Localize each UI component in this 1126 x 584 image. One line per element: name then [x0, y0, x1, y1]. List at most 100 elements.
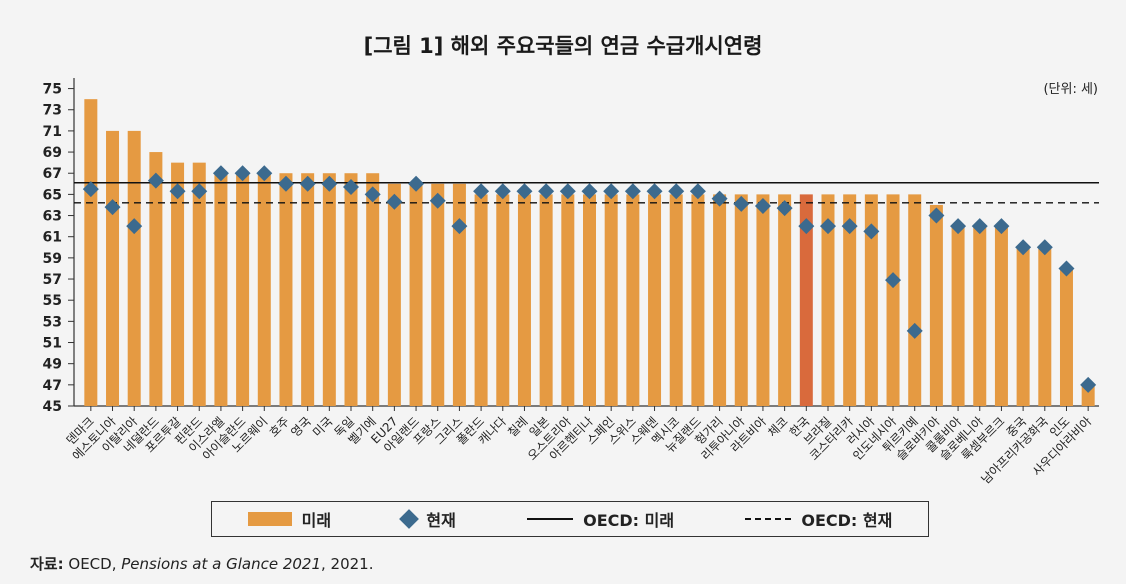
bar-future — [713, 194, 727, 406]
legend-item-oecd-future: OECD: 미래 — [527, 507, 674, 531]
bar-future — [648, 194, 662, 406]
bar-future — [127, 130, 141, 406]
bar-future — [604, 194, 618, 406]
legend-bar-swatch — [247, 512, 292, 526]
diamond-current — [906, 322, 923, 339]
bar-future — [669, 194, 683, 406]
diamond-current — [1036, 239, 1053, 256]
diamond-current — [1015, 239, 1032, 256]
diamond-current — [1058, 260, 1075, 277]
bar-future — [496, 194, 510, 406]
chart-svg: 45474951535557596163656769717375덴마크에스토니아… — [43, 78, 1099, 487]
x-tick-label: 호주 — [267, 414, 293, 440]
bar-future — [236, 173, 250, 406]
y-tick-label: 55 — [43, 293, 62, 309]
legend-item-future: 미래 — [247, 507, 332, 531]
bar-future — [756, 194, 770, 406]
diamond-current — [885, 272, 902, 289]
diamond-current — [104, 199, 121, 216]
bar-future — [1059, 268, 1073, 406]
diamond-current — [364, 186, 381, 203]
legend-label-future: 미래 — [301, 511, 332, 530]
y-tick-label: 75 — [43, 82, 62, 98]
diamond-current — [776, 200, 793, 217]
bar-future — [734, 194, 748, 406]
bar-future — [257, 173, 271, 406]
diamond-current — [277, 175, 294, 192]
diamond-current — [559, 183, 576, 200]
diamond-current — [1080, 376, 1097, 393]
bar-future — [409, 183, 423, 406]
diamond-current — [928, 207, 945, 224]
bar-future — [149, 152, 163, 406]
diamond-current — [538, 183, 555, 200]
diamond-current — [754, 198, 771, 215]
diamond-current — [993, 218, 1010, 235]
x-tick-label: 영국 — [288, 414, 314, 440]
bar-future — [908, 194, 922, 406]
bar-future — [84, 99, 98, 407]
y-tick-label: 69 — [43, 145, 62, 161]
chart-title: [그림 1] 해외 주요국들의 연금 수급개시연령 — [363, 34, 763, 58]
diamond-current — [581, 183, 598, 200]
bar-future — [1081, 384, 1095, 406]
bar-future — [929, 204, 943, 406]
bar-future — [778, 194, 792, 406]
diamond-current — [234, 165, 251, 182]
legend-solid-line-swatch — [527, 518, 574, 520]
y-tick-label: 51 — [43, 336, 62, 352]
bar-future — [864, 194, 878, 406]
bar-future — [973, 226, 987, 406]
diamond-current — [863, 223, 880, 240]
y-tick-label: 45 — [43, 399, 62, 415]
y-tick-label: 47 — [43, 378, 62, 394]
y-tick-label: 57 — [43, 272, 62, 288]
diamond-current — [711, 190, 728, 207]
diamond-current — [429, 192, 446, 209]
diamond-current — [256, 165, 273, 182]
diamond-current — [126, 218, 143, 235]
y-tick-label: 59 — [43, 251, 62, 267]
bar-future — [431, 183, 445, 406]
legend-label-current: 현재 — [426, 511, 456, 530]
bar-future — [344, 173, 358, 406]
diamond-current — [386, 193, 403, 210]
bar-future — [106, 130, 120, 406]
diamond-current — [733, 195, 750, 212]
x-tick-label: 체코 — [765, 414, 791, 440]
y-tick-label: 61 — [43, 230, 62, 246]
diamond-current — [798, 218, 815, 235]
legend-item-current: 현재 — [399, 507, 456, 531]
legend-label-oecd-future: OECD: 미래 — [583, 511, 675, 530]
y-tick-label: 73 — [43, 103, 62, 119]
bar-future — [366, 173, 380, 406]
bar-future — [452, 183, 466, 406]
diamond-current — [668, 183, 685, 200]
bar-future — [843, 194, 857, 406]
bar-future — [626, 194, 640, 406]
legend: 미래 현재 OECD: 미래 OECD: 현재 — [211, 501, 929, 537]
diamond-current — [971, 218, 988, 235]
source-note: 자료: OECD, Pensions at a Glance 2021, 202… — [30, 553, 373, 574]
source-label: 자료: — [30, 555, 64, 573]
bar-future — [886, 194, 900, 406]
diamond-current — [950, 218, 967, 235]
source-year: , 2021. — [321, 555, 374, 573]
legend-dashed-line-swatch — [745, 518, 792, 520]
bar-future — [192, 162, 206, 406]
bar-future — [1038, 247, 1052, 406]
bar-future — [214, 173, 228, 406]
diamond-current — [516, 183, 533, 200]
source-org: OECD, — [68, 555, 122, 573]
bar-future — [517, 194, 531, 406]
bar-future — [279, 173, 293, 406]
diamond-current — [321, 175, 338, 192]
diamond-current — [689, 183, 706, 200]
bar-future — [821, 194, 835, 406]
bar-future — [301, 173, 315, 406]
x-tick-label: 칠레 — [505, 414, 531, 440]
diamond-current — [82, 181, 99, 198]
diamond-current — [212, 165, 229, 182]
bar-future — [171, 162, 185, 406]
diamond-current — [646, 183, 663, 200]
